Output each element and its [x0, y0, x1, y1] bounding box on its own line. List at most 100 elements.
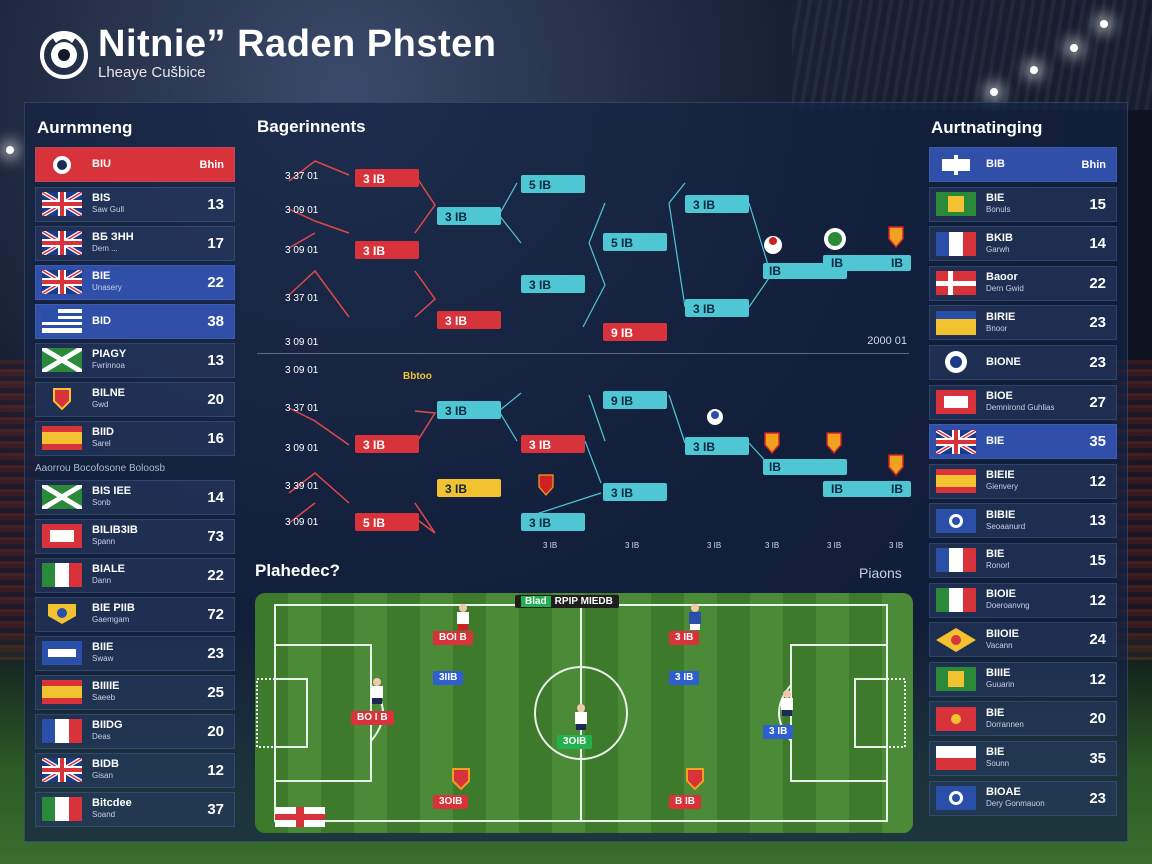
player-marker[interactable] [571, 703, 591, 731]
bracket-final[interactable]: IB IB IB [763, 459, 911, 497]
standings-row[interactable]: Baoor Dern Gwid 22 [929, 265, 1117, 301]
standings-row[interactable]: BIBIE Seoaanurd 13 [929, 503, 1117, 539]
bracket-match[interactable]: 3 IB [685, 195, 749, 213]
match-box[interactable] [437, 311, 501, 329]
bracket-match[interactable]: 3 IB [685, 437, 749, 455]
match-box[interactable] [437, 207, 501, 225]
football-pitch[interactable]: Blad RPIP MIEDB BOI B 3IIB 3 IB 3 IB BO I… [255, 593, 913, 833]
red-star-flag-icon [936, 706, 976, 731]
match-box[interactable] [603, 233, 667, 251]
bracket-match[interactable]: 3 IB [603, 483, 667, 501]
standings-row[interactable]: BILIB3IB Spann 73 [35, 518, 235, 554]
standings-row[interactable]: BIE Ronorl 15 [929, 542, 1117, 578]
player-marker[interactable] [367, 677, 387, 705]
standings-row[interactable]: BБ ЗНН Dem ... 17 [35, 225, 235, 261]
player-marker[interactable] [453, 603, 473, 631]
match-box[interactable] [521, 275, 585, 293]
standings-row[interactable]: BIE Sounn 35 [929, 740, 1117, 776]
standings-row[interactable]: BIRIE Bnoor 23 [929, 305, 1117, 341]
bracket-match[interactable]: 3 IB [437, 479, 501, 497]
standings-row[interactable]: BIE 35 [929, 424, 1117, 460]
left-standings-header[interactable]: BIU Bhin [35, 147, 235, 182]
match-box[interactable] [685, 299, 749, 317]
bracket-match[interactable]: 3 IB [437, 401, 501, 419]
bracket-match[interactable]: 3 IB [437, 311, 501, 329]
standings-row[interactable]: BIIE Swaw 23 [35, 635, 235, 671]
player-tag[interactable]: 3OIB [557, 735, 593, 749]
standings-row[interactable]: BILNE Gwd 20 [35, 381, 235, 417]
standings-row[interactable]: BIE PIIB Gaemgam 72 [35, 596, 235, 632]
standings-row[interactable]: BIID Sarel 16 [35, 420, 235, 456]
match-box[interactable] [355, 513, 419, 531]
bracket-divider [257, 353, 909, 354]
standings-row[interactable]: BIDB Gisan 12 [35, 752, 235, 788]
standings-row[interactable]: BIE Dorrannen 20 [929, 701, 1117, 737]
bracket-match[interactable]: 3 IB [437, 207, 501, 225]
player-tag[interactable]: BOI B [433, 631, 473, 645]
player-tag[interactable]: B IB [669, 795, 701, 809]
match-box[interactable] [437, 479, 501, 497]
player-tag[interactable]: 3OIB [433, 795, 469, 809]
right-standings-header[interactable]: BIB Bhin [929, 147, 1117, 182]
team-name: Baoor [986, 272, 1018, 284]
standings-row[interactable]: BIIIIE Saeeb 25 [35, 674, 235, 710]
player-tag[interactable]: 3 IB [669, 631, 700, 645]
standings-row[interactable]: BIEIE Gienvery 12 [929, 463, 1117, 499]
player-tag[interactable]: 3IIB [433, 671, 464, 685]
team-name: BKIB [986, 232, 1013, 244]
player-tag[interactable]: 3 IB [763, 725, 794, 739]
player-marker[interactable] [685, 603, 705, 631]
match-box[interactable] [437, 401, 501, 419]
standings-row[interactable]: BIIDG Deas 20 [35, 713, 235, 749]
match-box[interactable] [521, 175, 585, 193]
match-box[interactable] [521, 435, 585, 453]
player-marker[interactable] [777, 689, 797, 717]
bracket-match[interactable]: 5 IB [521, 175, 585, 193]
standings-row[interactable]: BIOE Demnirond Guhlias 27 [929, 384, 1117, 420]
match-box[interactable] [355, 435, 419, 453]
bracket-match[interactable]: 3 IB [521, 513, 585, 531]
bracket-match[interactable]: 5 IB [603, 233, 667, 251]
standings-row[interactable]: BIOAE Dery Gonmauon 23 [929, 780, 1117, 816]
match-box[interactable] [603, 391, 667, 409]
team-crest-icon [764, 226, 904, 254]
standings-row[interactable]: BIOIE Doeroanvng 12 [929, 582, 1117, 618]
bracket-match[interactable]: 9 IB [603, 391, 667, 409]
bracket-match[interactable]: 3 IB [521, 275, 585, 293]
bracket-match[interactable]: 3 IB [355, 169, 419, 187]
bracket-match[interactable]: 9 IB [603, 323, 667, 341]
standings-row[interactable]: BIE Bonuls 15 [929, 186, 1117, 222]
player-tag[interactable]: BO I B [351, 711, 394, 725]
standings-row[interactable]: PIAGY Fwrinnoa 13 [35, 342, 235, 378]
standings-row[interactable]: BKIB Garwh 14 [929, 226, 1117, 262]
match-box[interactable] [521, 513, 585, 531]
final-box[interactable] [823, 255, 911, 271]
standings-row[interactable]: BIIOIE Vacann 24 [929, 622, 1117, 658]
bracket-match[interactable]: 3 IB [521, 435, 585, 453]
standings-row[interactable]: BID 38 [35, 303, 235, 339]
standings-row[interactable]: BIALE Dann 22 [35, 557, 235, 593]
match-box[interactable] [603, 483, 667, 501]
match-box[interactable] [355, 241, 419, 259]
pitch-title: Plahedec? [255, 561, 341, 580]
match-box[interactable] [685, 437, 749, 455]
bracket-match[interactable]: 5 IB [355, 513, 419, 531]
bracket-match[interactable]: 3 IB [355, 241, 419, 259]
standings-row[interactable]: BIS IEE Sonb 14 [35, 479, 235, 515]
floodlight [990, 88, 998, 96]
bracket-final[interactable]: IB IB IB [763, 255, 911, 279]
final-box[interactable] [823, 481, 911, 497]
match-box[interactable] [603, 323, 667, 341]
standings-row[interactable]: BIIIE Guuarin 12 [929, 661, 1117, 697]
match-box[interactable] [355, 169, 419, 187]
final-box[interactable] [763, 459, 847, 475]
match-box[interactable] [685, 195, 749, 213]
standings-row[interactable]: BIE Unasery 22 [35, 264, 235, 300]
player-tag[interactable]: 3 IB [669, 671, 700, 685]
bracket-match[interactable]: 3 IB [355, 435, 419, 453]
standings-row[interactable]: Bitcdee Soand 37 [35, 791, 235, 827]
standings-row[interactable]: BIS Saw Gull 13 [35, 186, 235, 222]
bracket-match[interactable]: 3 IB [685, 299, 749, 317]
standings-row[interactable]: BIONE 23 [929, 344, 1117, 380]
team-score: 17 [207, 234, 224, 252]
